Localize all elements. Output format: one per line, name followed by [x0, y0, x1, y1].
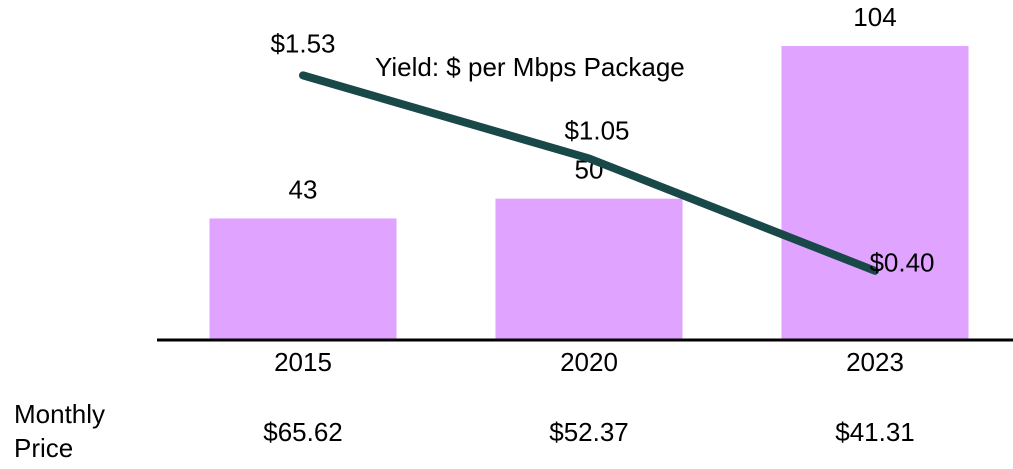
bar-value-label: 104: [853, 2, 896, 32]
price-value: $52.37: [549, 417, 629, 447]
line-value-label: $1.05: [564, 115, 629, 145]
line-value-label: $1.53: [270, 28, 335, 58]
yield-line: [299, 71, 879, 275]
x-tick-label: 2015: [274, 347, 332, 377]
price-row-label: Price: [14, 433, 73, 463]
bar: [495, 198, 683, 340]
line-value-label: $0.40: [869, 248, 934, 278]
price-value: $41.31: [835, 417, 915, 447]
price-value: $65.62: [263, 417, 343, 447]
x-tick-label: 2023: [846, 347, 904, 377]
bar: [209, 218, 397, 340]
bar-value-label: 43: [289, 174, 318, 204]
price-row-label: Monthly: [14, 399, 105, 429]
bar: [781, 46, 969, 340]
line-series-label: Yield: $ per Mbps Package: [375, 52, 685, 82]
x-tick-label: 2020: [560, 347, 618, 377]
